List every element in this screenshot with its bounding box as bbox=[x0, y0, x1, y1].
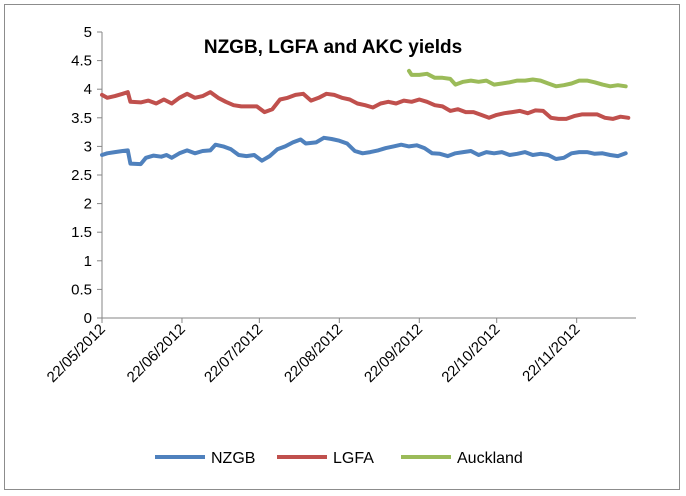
y-tick-label: 0.5 bbox=[71, 281, 92, 298]
y-tick-label: 3 bbox=[84, 138, 92, 155]
series-line-lgfa bbox=[100, 90, 631, 121]
y-tick-label: 5 bbox=[84, 24, 92, 41]
x-tick-label: 22/08/2012 bbox=[281, 321, 346, 386]
legend-label-lgfa: LGFA bbox=[333, 450, 374, 467]
y-tick-label: 4 bbox=[84, 81, 92, 98]
chart-title: NZGB, LGFA and AKC yields bbox=[204, 37, 462, 58]
x-tick-label: 22/05/2012 bbox=[44, 321, 109, 386]
chart-frame: NZGB, LGFA and AKC yields 0 0.5 1 1.5 2 2.5 3 3… bbox=[4, 4, 680, 490]
x-tick-label: 22/11/2012 bbox=[519, 321, 583, 385]
y-tick-label: 3.5 bbox=[71, 110, 92, 127]
series-line-auckland bbox=[407, 68, 628, 89]
y-tick-label: 1.5 bbox=[71, 224, 92, 241]
x-tick-label: 22/07/2012 bbox=[201, 321, 266, 386]
x-tick-label: 22/10/2012 bbox=[438, 321, 503, 386]
x-tick-label: 22/09/2012 bbox=[361, 321, 426, 386]
x-tick-label: 22/06/2012 bbox=[124, 321, 189, 386]
series-line-nzgb bbox=[100, 135, 628, 167]
legend-label-nzgb: NZGB bbox=[211, 450, 255, 467]
y-tick-label: 2 bbox=[84, 196, 92, 213]
legend: NZGB LGFA Auckland bbox=[155, 450, 523, 467]
series-lines bbox=[100, 68, 631, 167]
legend-label-auckland: Auckland bbox=[457, 450, 523, 467]
y-tick-label: 1 bbox=[84, 253, 92, 270]
axes: 0 0.5 1 1.5 2 2.5 3 3.5 4 4.5 5 22/05/2012 22/06/201… bbox=[44, 24, 636, 386]
y-tick-label: 4.5 bbox=[71, 53, 92, 70]
y-tick-label: 0 bbox=[84, 310, 92, 327]
line-chart: NZGB, LGFA and AKC yields 0 0.5 1 1.5 2 2.5 3 3… bbox=[44, 24, 636, 467]
y-tick-label: 2.5 bbox=[71, 167, 92, 184]
